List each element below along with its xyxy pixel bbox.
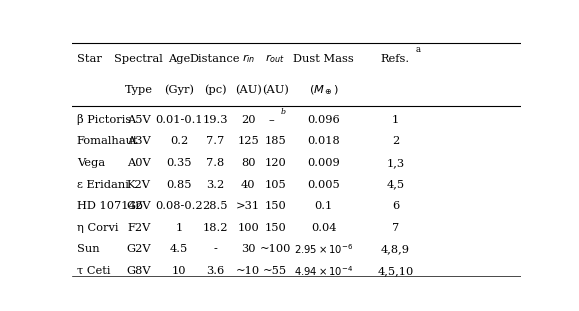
Text: 0.2: 0.2 xyxy=(170,137,188,146)
Text: η Corvi: η Corvi xyxy=(77,223,118,233)
Text: Sun: Sun xyxy=(77,244,100,254)
Text: G2V: G2V xyxy=(126,201,151,211)
Text: 3.6: 3.6 xyxy=(206,266,224,276)
Text: a: a xyxy=(415,45,420,54)
Text: 185: 185 xyxy=(265,137,286,146)
Text: (Gyr): (Gyr) xyxy=(164,85,194,95)
Text: (AU): (AU) xyxy=(235,85,262,95)
Text: 4.5: 4.5 xyxy=(170,244,188,254)
Text: 0.04: 0.04 xyxy=(311,223,336,233)
Text: A0V: A0V xyxy=(127,158,151,168)
Text: 0.018: 0.018 xyxy=(307,137,340,146)
Text: 0.01-0.1: 0.01-0.1 xyxy=(155,115,203,125)
Text: β Pictoris: β Pictoris xyxy=(77,114,131,125)
Text: 19.3: 19.3 xyxy=(202,115,228,125)
Text: 7.8: 7.8 xyxy=(206,158,224,168)
Text: 20: 20 xyxy=(241,115,255,125)
Text: (pc): (pc) xyxy=(204,85,226,95)
Text: 0.1: 0.1 xyxy=(314,201,333,211)
Text: 120: 120 xyxy=(265,158,286,168)
Text: 0.005: 0.005 xyxy=(307,179,340,190)
Text: 0.35: 0.35 xyxy=(166,158,192,168)
Text: Fomalhaut: Fomalhaut xyxy=(77,137,138,146)
Text: 7.7: 7.7 xyxy=(206,137,224,146)
Text: K2V: K2V xyxy=(127,179,151,190)
Text: Refs.: Refs. xyxy=(381,54,410,64)
Text: $(M_\oplus)$: $(M_\oplus)$ xyxy=(309,83,339,97)
Text: Star: Star xyxy=(77,54,102,64)
Text: 125: 125 xyxy=(237,137,259,146)
Text: $r_{in}$: $r_{in}$ xyxy=(241,53,255,65)
Text: 2: 2 xyxy=(392,137,399,146)
Text: A5V: A5V xyxy=(127,115,151,125)
Text: –: – xyxy=(269,115,274,125)
Text: G8V: G8V xyxy=(126,266,151,276)
Text: 3.2: 3.2 xyxy=(206,179,224,190)
Text: ~10: ~10 xyxy=(236,266,261,276)
Text: 0.85: 0.85 xyxy=(166,179,192,190)
Text: $r_{out}$: $r_{out}$ xyxy=(265,53,285,65)
Text: >31: >31 xyxy=(236,201,261,211)
Text: 0.08-0.2: 0.08-0.2 xyxy=(155,201,203,211)
Text: 4,5: 4,5 xyxy=(386,179,405,190)
Text: F2V: F2V xyxy=(127,223,151,233)
Text: 1: 1 xyxy=(175,223,183,233)
Text: 1,3: 1,3 xyxy=(386,158,405,168)
Text: Distance: Distance xyxy=(190,54,240,64)
Text: Age: Age xyxy=(168,54,190,64)
Text: Dust Mass: Dust Mass xyxy=(294,54,354,64)
Text: $2.95\times10^{-6}$: $2.95\times10^{-6}$ xyxy=(294,242,353,256)
Text: (AU): (AU) xyxy=(262,85,289,95)
Text: Spectral: Spectral xyxy=(115,54,163,64)
Text: HD 107146: HD 107146 xyxy=(77,201,143,211)
Text: 40: 40 xyxy=(241,179,255,190)
Text: Type: Type xyxy=(125,85,153,95)
Text: 150: 150 xyxy=(265,201,286,211)
Text: 6: 6 xyxy=(392,201,399,211)
Text: 7: 7 xyxy=(392,223,399,233)
Text: ~55: ~55 xyxy=(263,266,287,276)
Text: 100: 100 xyxy=(237,223,259,233)
Text: 0.009: 0.009 xyxy=(307,158,340,168)
Text: ~100: ~100 xyxy=(259,244,291,254)
Text: 150: 150 xyxy=(265,223,286,233)
Text: Vega: Vega xyxy=(77,158,105,168)
Text: 30: 30 xyxy=(241,244,255,254)
Text: 1: 1 xyxy=(392,115,399,125)
Text: -: - xyxy=(213,244,217,254)
Text: 4,8,9: 4,8,9 xyxy=(381,244,410,254)
Text: G2V: G2V xyxy=(126,244,151,254)
Text: 10: 10 xyxy=(172,266,186,276)
Text: 0.096: 0.096 xyxy=(307,115,340,125)
Text: $4.94\times10^{-4}$: $4.94\times10^{-4}$ xyxy=(294,264,353,278)
Text: 105: 105 xyxy=(265,179,286,190)
Text: ε Eridani: ε Eridani xyxy=(77,179,129,190)
Text: 4,5,10: 4,5,10 xyxy=(378,266,413,276)
Text: τ Ceti: τ Ceti xyxy=(77,266,111,276)
Text: 28.5: 28.5 xyxy=(202,201,228,211)
Text: 80: 80 xyxy=(241,158,255,168)
Text: b: b xyxy=(281,108,285,116)
Text: A3V: A3V xyxy=(127,137,151,146)
Text: 18.2: 18.2 xyxy=(202,223,228,233)
